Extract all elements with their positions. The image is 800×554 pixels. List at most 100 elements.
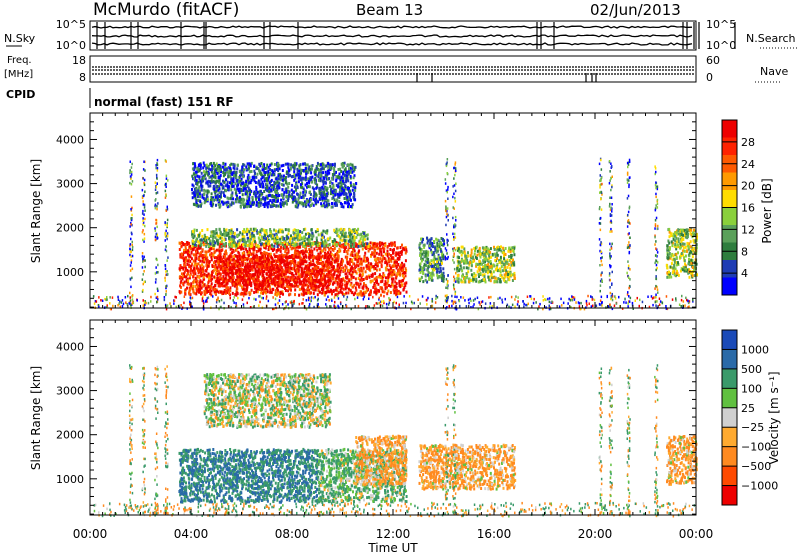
range-cell — [179, 241, 182, 245]
range-cell — [285, 276, 288, 280]
range-cell — [208, 249, 211, 252]
range-cell — [364, 276, 367, 280]
range-cell — [376, 281, 378, 285]
range-cell — [503, 249, 505, 253]
range-cell — [387, 259, 390, 263]
range-cell — [265, 229, 268, 232]
range-cell — [345, 266, 348, 270]
range-cell — [313, 247, 316, 251]
range-cell — [373, 258, 376, 262]
range-cell — [198, 270, 201, 274]
range-cell — [319, 247, 322, 251]
range-cell — [230, 255, 233, 259]
range-cell — [487, 257, 490, 261]
range-cell — [308, 247, 311, 251]
range-cell — [260, 235, 263, 239]
range-cell — [400, 249, 403, 253]
range-cell — [510, 273, 513, 277]
range-cell — [332, 194, 335, 197]
range-cell — [365, 264, 368, 268]
range-cell — [239, 267, 242, 271]
range-cell — [374, 272, 377, 276]
range-cell — [356, 233, 359, 237]
range-cell — [363, 255, 366, 259]
range-cell — [286, 237, 288, 241]
range-cell — [221, 282, 223, 285]
range-cell — [211, 273, 213, 277]
range-cell — [198, 252, 201, 256]
range-cell — [224, 280, 226, 284]
range-cell — [437, 258, 440, 262]
range-cell — [478, 259, 481, 263]
range-cell — [199, 244, 202, 248]
range-cell — [512, 262, 515, 266]
range-cell — [215, 162, 218, 166]
range-cell — [469, 279, 472, 282]
range-cell — [677, 240, 680, 244]
range-cell — [252, 257, 255, 260]
range-cell — [500, 249, 503, 253]
range-cell — [296, 275, 299, 279]
range-cell — [235, 243, 238, 247]
range-cell — [668, 270, 670, 274]
range-cell — [349, 235, 352, 239]
range-cell — [213, 261, 215, 265]
range-cell — [390, 273, 393, 277]
range-cell — [313, 288, 316, 292]
range-cell — [277, 284, 280, 288]
range-cell — [228, 268, 231, 272]
range-cell — [299, 163, 302, 167]
range-cell — [295, 229, 298, 232]
range-cell — [232, 166, 235, 170]
range-cell — [338, 250, 341, 254]
range-cell — [273, 263, 275, 267]
range-cell — [216, 279, 219, 283]
range-cell — [289, 173, 291, 177]
range-cell — [386, 249, 389, 253]
range-cell — [207, 279, 210, 283]
range-cell — [342, 287, 345, 291]
range-cell — [426, 253, 429, 257]
range-cell — [686, 241, 689, 245]
range-cell — [347, 235, 350, 239]
range-cell — [265, 285, 268, 289]
range-cell — [467, 280, 470, 284]
range-cell — [239, 231, 242, 235]
range-cell — [289, 245, 292, 248]
range-cell — [191, 234, 194, 238]
range-cell — [214, 268, 217, 272]
range-cell — [183, 248, 185, 252]
range-cell — [400, 279, 403, 283]
range-cell — [290, 288, 292, 292]
range-cell — [677, 251, 679, 255]
cpid-row: CPID normal (fast) 151 RF — [6, 88, 234, 109]
range-cell — [313, 281, 316, 285]
range-cell — [427, 257, 430, 261]
range-cell — [360, 293, 363, 297]
range-cell — [497, 269, 500, 273]
range-cell — [426, 261, 429, 264]
range-cell — [288, 268, 291, 272]
range-cell — [207, 290, 210, 293]
range-cell — [321, 282, 324, 286]
range-cell — [352, 239, 355, 243]
range-cell — [178, 290, 181, 294]
range-cell — [324, 248, 327, 252]
range-cell — [230, 258, 233, 262]
range-cell — [219, 290, 222, 294]
range-cell — [681, 244, 684, 248]
range-cell — [328, 271, 331, 274]
range-cell — [403, 248, 406, 252]
range-cell — [299, 274, 302, 278]
range-cell — [271, 256, 274, 260]
range-cell — [304, 265, 307, 269]
range-cell — [379, 286, 382, 289]
range-cell — [395, 266, 398, 270]
range-cell — [314, 230, 317, 234]
range-cell — [249, 265, 252, 269]
range-cell — [305, 279, 308, 283]
range-cell — [470, 268, 473, 272]
range-cell — [431, 253, 434, 257]
range-cell — [326, 231, 329, 235]
range-cell — [336, 293, 339, 297]
